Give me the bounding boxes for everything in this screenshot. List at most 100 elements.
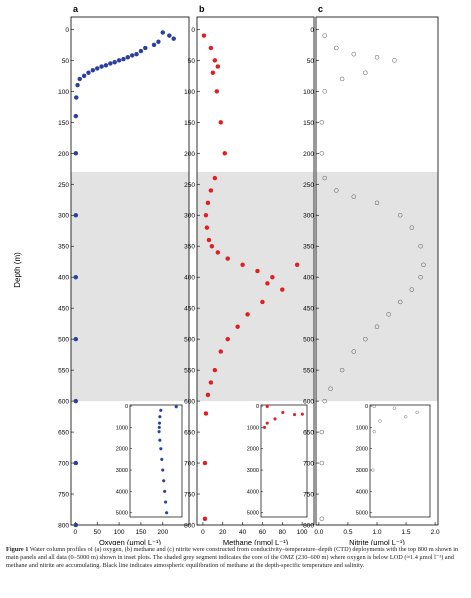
panel-b-letter: b	[199, 4, 205, 14]
data-point	[202, 516, 208, 522]
data-point	[73, 522, 79, 528]
data-point	[73, 398, 79, 404]
y-tick-label: 200	[184, 151, 195, 158]
y-tick-label: 250	[303, 182, 314, 189]
inset-y-tick-label: 0	[256, 404, 259, 410]
inset-data-point	[262, 425, 267, 429]
data-point	[203, 212, 209, 218]
data-point	[409, 287, 415, 292]
y-tick-label: 750	[303, 492, 314, 499]
inset-data-point	[163, 489, 167, 493]
inset-data-point	[160, 457, 164, 461]
y-tick-label: 300	[303, 213, 314, 220]
inset-y-tick-label: 4000	[116, 489, 128, 495]
data-point	[319, 429, 325, 435]
inset-data-point	[158, 415, 162, 419]
data-point	[121, 56, 126, 62]
data-point	[202, 460, 208, 466]
omz-shaded-band	[316, 171, 438, 402]
y-tick-label: 100	[303, 89, 314, 96]
inset-y-tick-label: 1000	[247, 425, 259, 431]
data-point	[143, 45, 148, 51]
inset-data-point	[164, 511, 169, 515]
panel-c: c 0 50 100 150 200 250 300 350 400 450 500 550 600 65…	[303, 4, 440, 545]
y-tick-label: 350	[58, 244, 69, 251]
x-tick-label: 2.0	[431, 529, 440, 536]
data-point	[138, 48, 144, 54]
y-tick-label: 350	[303, 244, 314, 251]
panel-a: a 05010015020025030035040045050055060065…	[58, 4, 190, 545]
y-tick-label: 750	[184, 492, 195, 499]
y-tick-label: 0	[191, 27, 195, 34]
data-point	[208, 45, 214, 51]
data-point	[205, 200, 211, 206]
data-point	[240, 262, 245, 268]
data-point	[103, 63, 109, 68]
data-point	[129, 53, 135, 58]
data-point	[319, 151, 325, 156]
data-point	[421, 262, 426, 268]
inset-data-point	[415, 410, 419, 415]
y-tick-label: 50	[188, 58, 196, 65]
omz-shaded-band	[71, 171, 189, 402]
x-tick-label: 100	[297, 529, 308, 536]
data-point	[374, 324, 380, 330]
inset-data-point	[378, 419, 382, 423]
y-tick-label: 150	[303, 120, 314, 127]
data-point	[204, 225, 210, 230]
y-tick-label: 0	[65, 27, 69, 34]
y-tick-label: 600	[184, 399, 195, 406]
inset-data-point	[159, 447, 163, 451]
inset-data-point	[281, 410, 285, 415]
x-axis-label: Methane (nmol L⁻¹)	[223, 538, 289, 545]
data-point	[328, 386, 333, 391]
data-point	[418, 243, 423, 249]
data-point	[222, 151, 228, 156]
inset-y-tick-label: 3000	[356, 468, 368, 474]
data-point	[125, 55, 131, 60]
y-tick-label: 50	[62, 58, 70, 65]
data-point	[218, 120, 224, 125]
data-point	[351, 51, 357, 57]
data-point	[397, 212, 403, 218]
omz-shaded-band	[197, 171, 314, 402]
inset-y-tick-label: 5000	[356, 511, 368, 517]
y-tick-label: 500	[303, 337, 314, 344]
inset-data-point	[292, 413, 297, 417]
data-point	[397, 299, 403, 305]
y-tick-label: 400	[184, 275, 195, 282]
data-point	[319, 460, 325, 466]
x-tick-label: 0.5	[343, 529, 352, 536]
data-point	[374, 200, 380, 206]
inset-y-tick-label: 2000	[356, 447, 368, 453]
y-tick-label: 700	[58, 461, 69, 468]
data-point	[212, 367, 218, 373]
y-tick-label: 650	[303, 430, 314, 437]
data-point	[73, 151, 79, 156]
figure-caption-label: Figure 1	[6, 546, 29, 553]
inset-y-tick-label: 3000	[116, 468, 128, 474]
data-point	[94, 66, 100, 71]
data-point	[334, 188, 339, 193]
data-point	[322, 89, 327, 94]
data-point	[294, 262, 300, 268]
x-tick-label: 0	[201, 529, 205, 536]
data-point	[201, 33, 207, 38]
x-tick-label: 40	[239, 529, 247, 536]
inset-y-tick-label: 1000	[356, 425, 368, 431]
y-tick-label: 550	[58, 368, 69, 375]
data-point	[212, 58, 218, 63]
y-tick-label: 800	[184, 523, 195, 530]
inset-data-point	[265, 404, 269, 409]
y-tick-label: 300	[184, 213, 195, 220]
data-point	[205, 392, 211, 398]
data-point	[322, 175, 327, 181]
data-point	[418, 274, 423, 280]
data-point	[77, 76, 82, 82]
data-point	[151, 42, 157, 48]
inset-data-point	[372, 430, 376, 434]
inset-data-point	[372, 404, 376, 409]
y-tick-label: 500	[58, 337, 69, 344]
data-point	[351, 349, 357, 354]
data-point	[156, 39, 161, 45]
